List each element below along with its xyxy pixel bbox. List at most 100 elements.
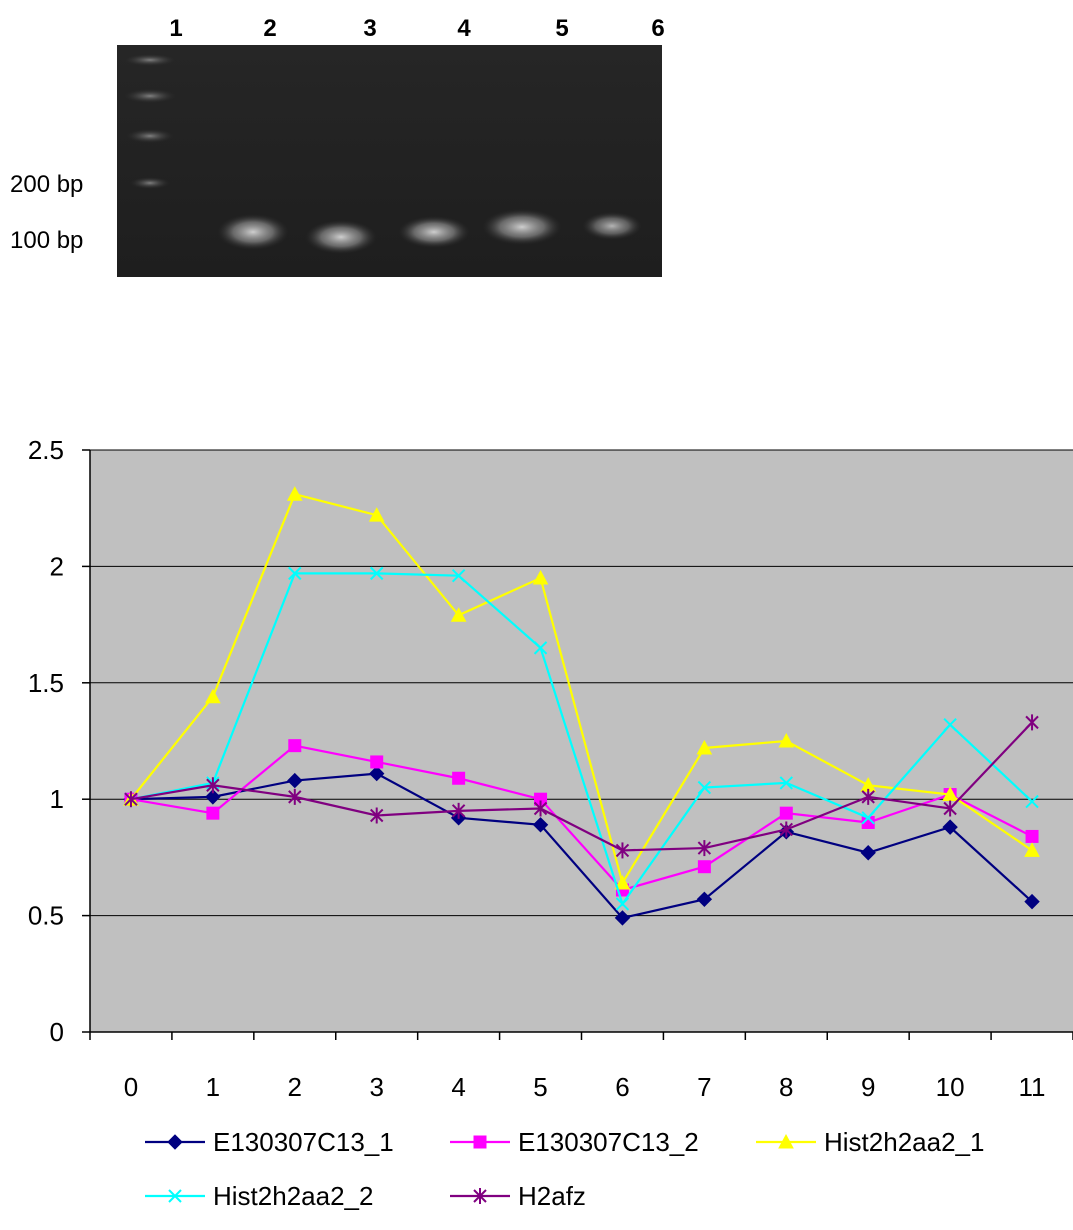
series-line	[130, 744, 1033, 892]
x-tick-label: 7	[697, 1072, 711, 1102]
data-point	[697, 780, 712, 795]
marker-stroke	[779, 776, 793, 790]
ladder-lane	[124, 54, 176, 189]
marker-stroke	[861, 811, 875, 825]
series-line	[130, 721, 1033, 852]
marker-stroke	[615, 897, 630, 911]
x-tick-label: 11	[1019, 1072, 1046, 1102]
gel-panel: 1 2 3 4 5 6 200 bp 100 bp	[10, 15, 665, 277]
ladder-band	[124, 54, 176, 66]
data-point	[860, 845, 876, 861]
y-tick-label: 2.5	[28, 435, 64, 465]
x-axis-ticks: 0 1 2 3 4 5 6 7 8 9 10 11	[89, 1032, 1073, 1102]
x-tick-label: 9	[861, 1072, 875, 1102]
legend-marker	[167, 1134, 183, 1150]
y-axis-ticks: 0 0.5 1 1.5 2 2.5	[28, 435, 90, 1047]
data-point	[450, 607, 467, 622]
data-point	[696, 739, 713, 755]
legend-label: H2afz	[518, 1181, 586, 1211]
y-tick-label: 1	[50, 784, 64, 814]
legend: E130307C13_1 E130307C13_2 Hist2h2aa2_1 Hist…	[145, 1127, 984, 1211]
sample-band	[482, 209, 562, 245]
ladder-band	[126, 129, 174, 143]
data-point	[1025, 829, 1039, 843]
lane-label: 6	[651, 15, 664, 42]
data-point	[779, 806, 793, 820]
line-chart: 0 0.5 1 1.5 2 2.5 0 1 2 3 4 5 6 7 8 9 10 11 E130307C13_1…	[28, 435, 1073, 1211]
y-tick-label: 0	[50, 1017, 64, 1047]
data-point	[532, 817, 549, 833]
legend-label: Hist2h2aa2_2	[213, 1181, 373, 1211]
sample-bands	[217, 209, 642, 254]
data-point	[778, 732, 795, 748]
legend-marker	[168, 1189, 182, 1203]
data-point	[124, 791, 138, 808]
data-point	[1025, 714, 1039, 731]
data-point	[943, 800, 957, 817]
y-tick-label: 0.5	[28, 901, 64, 931]
data-point	[368, 507, 385, 522]
series-e130307c13_1	[123, 765, 1040, 926]
data-point	[206, 806, 220, 820]
marker-stroke	[943, 717, 957, 732]
ladder-band	[124, 89, 176, 103]
x-tick-label: 8	[779, 1072, 793, 1102]
data-point	[287, 772, 303, 789]
data-point	[779, 821, 793, 838]
x-tick-label: 1	[206, 1072, 220, 1102]
gel-image	[117, 45, 662, 277]
x-tick-label: 6	[615, 1072, 629, 1102]
data-point	[452, 771, 466, 785]
x-tick-label: 10	[936, 1072, 965, 1102]
y-tick-label: 2	[50, 551, 64, 581]
sample-band	[582, 212, 642, 240]
data-point	[533, 641, 548, 655]
legend-label: E130307C13_2	[518, 1127, 699, 1157]
marker-stroke	[451, 569, 466, 583]
data-point	[286, 486, 303, 501]
marker-label-200: 200 bp	[10, 171, 83, 198]
lane-label: 1	[169, 15, 182, 42]
series-hist2h2aa2_1	[123, 486, 1040, 890]
data-point	[288, 788, 302, 805]
ladder-band	[130, 177, 170, 189]
data-point	[943, 717, 957, 732]
series-group	[123, 486, 1040, 926]
data-point	[1024, 893, 1040, 910]
legend-marker	[778, 1133, 794, 1149]
data-point	[369, 765, 385, 782]
data-point	[614, 874, 631, 890]
legend-marker	[473, 1135, 487, 1149]
data-point	[697, 840, 712, 857]
data-point	[779, 776, 793, 790]
data-point	[861, 788, 875, 805]
sample-band	[305, 220, 377, 254]
sample-band	[217, 214, 289, 250]
y-tick-label: 1.5	[28, 668, 64, 698]
data-point	[697, 860, 711, 874]
marker-stroke	[533, 641, 548, 655]
series-line	[130, 772, 1033, 920]
data-point	[370, 566, 384, 581]
series-line	[130, 492, 1033, 886]
data-point	[614, 910, 631, 926]
legend-item: E130307C13_1	[145, 1127, 394, 1157]
legend-item: Hist2h2aa2_2	[145, 1181, 373, 1211]
data-point	[615, 842, 630, 859]
data-point	[451, 802, 466, 819]
grid-lines	[90, 449, 1073, 917]
data-point	[451, 569, 466, 583]
marker-stroke	[288, 566, 302, 581]
data-point	[288, 739, 302, 753]
x-tick-label: 2	[288, 1072, 302, 1102]
lane-label: 3	[363, 15, 376, 42]
lane-labels: 1 2 3 4 5 6	[169, 15, 664, 42]
x-tick-label: 0	[124, 1072, 138, 1102]
lane-label: 4	[457, 15, 471, 42]
data-point	[288, 566, 302, 581]
series-h2afz	[124, 714, 1039, 859]
data-point	[861, 811, 875, 825]
plot-area	[90, 450, 1073, 1032]
legend-label: Hist2h2aa2_1	[824, 1127, 984, 1157]
legend-item: E130307C13_2	[450, 1127, 699, 1157]
